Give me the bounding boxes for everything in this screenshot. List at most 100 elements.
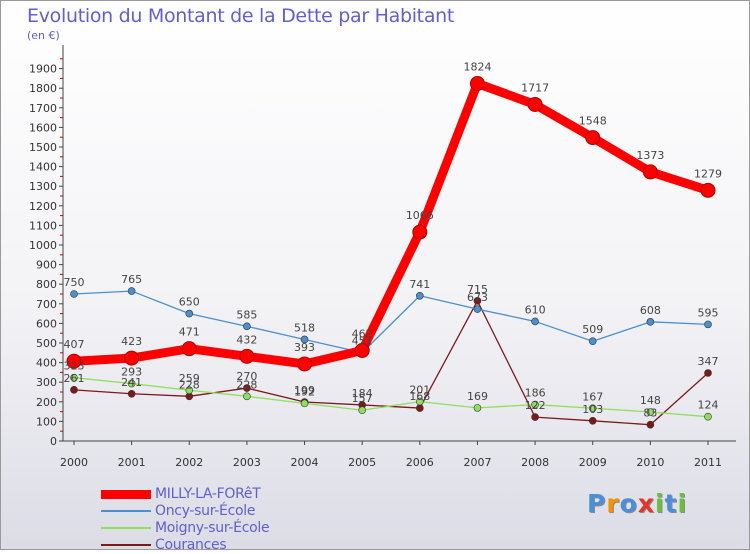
legend-label: MILLY-LA-FORêT	[155, 486, 261, 502]
y-tick-label: 700	[36, 298, 57, 311]
data-label: 509	[582, 323, 603, 336]
data-label: 83	[643, 407, 657, 420]
data-label: 228	[179, 378, 200, 391]
logo-letter: t	[664, 489, 678, 518]
legend-item: MILLY-LA-FORêT	[101, 486, 341, 503]
series-line-0	[69, 78, 713, 369]
y-tick-label: 300	[36, 376, 57, 389]
data-label: 293	[121, 366, 142, 379]
data-label: 259	[179, 372, 200, 385]
data-point	[473, 305, 482, 313]
data-point	[66, 353, 82, 369]
data-point	[243, 392, 251, 401]
y-tick-label: 1900	[29, 63, 57, 76]
y-tick-label: 500	[36, 337, 57, 350]
data-label: 423	[121, 335, 142, 348]
data-label: 1548	[579, 115, 607, 128]
data-label: 610	[525, 303, 546, 316]
logo-letter: P	[587, 489, 607, 518]
x-tick-label: 2004	[291, 456, 319, 469]
y-tick-label: 0	[50, 435, 57, 448]
y-tick-label: 400	[36, 357, 57, 370]
data-label: 608	[640, 304, 661, 317]
data-label: 750	[64, 276, 85, 289]
data-label: 124	[698, 399, 719, 412]
data-label: 741	[409, 278, 430, 291]
data-label: 1279	[694, 167, 722, 180]
x-tick-label: 2006	[406, 456, 434, 469]
logo-letter: i	[655, 489, 665, 518]
data-label: 471	[179, 326, 200, 339]
data-label: 462	[352, 327, 373, 340]
data-point	[704, 412, 712, 421]
legend-swatch	[101, 527, 151, 529]
data-point	[469, 75, 485, 91]
y-tick-label: 1100	[29, 219, 57, 232]
y-tick-label: 200	[36, 396, 57, 409]
data-point	[704, 320, 712, 329]
data-label: 451	[352, 335, 373, 348]
y-tick-label: 600	[36, 317, 57, 330]
data-point	[416, 397, 424, 406]
legend-label: Oncy-sur-École	[155, 503, 256, 519]
data-point	[473, 297, 482, 305]
data-label: 192	[294, 385, 315, 398]
data-label: 1373	[636, 149, 664, 162]
data-point	[588, 404, 597, 413]
x-tick-label: 2005	[348, 456, 376, 469]
data-point	[412, 224, 428, 240]
data-label: 1824	[463, 60, 491, 73]
data-label: 518	[294, 321, 315, 334]
data-point	[588, 337, 597, 346]
data-point	[185, 309, 194, 318]
data-label: 1717	[521, 81, 549, 94]
data-point	[127, 379, 136, 388]
data-label: 1066	[406, 209, 434, 222]
y-tick-label: 1200	[29, 200, 57, 213]
y-tick-label: 1500	[29, 141, 57, 154]
data-label: 186	[525, 387, 546, 400]
data-label: 168	[409, 390, 430, 403]
x-tick-label: 2000	[60, 456, 88, 469]
logo-letter: i	[677, 489, 688, 518]
data-label: 323	[64, 360, 85, 373]
data-point	[704, 369, 712, 377]
data-label: 270	[236, 370, 257, 383]
data-label: 650	[179, 296, 200, 309]
data-point	[243, 322, 251, 331]
legend-item: Courances	[101, 537, 341, 554]
data-point	[531, 413, 539, 421]
y-tick-label: 1400	[29, 161, 57, 174]
data-label: 201	[409, 384, 430, 397]
legend-swatch	[101, 510, 151, 512]
data-label: 715	[467, 283, 488, 296]
legend-label: Courances	[155, 537, 227, 553]
data-point	[700, 182, 716, 198]
chart-unit: (en €)	[27, 29, 60, 42]
legend-item: Moigny-sur-École	[101, 520, 341, 537]
data-label: 765	[121, 273, 142, 286]
x-tick-label: 2001	[118, 456, 146, 469]
data-point	[646, 318, 655, 326]
data-label: 673	[467, 291, 488, 304]
x-tick-label: 2009	[579, 456, 607, 469]
x-tick-label: 2003	[233, 456, 261, 469]
data-point	[646, 420, 655, 429]
data-point	[181, 341, 197, 357]
legend-swatch	[101, 489, 151, 499]
data-point	[354, 342, 370, 358]
data-label: 157	[352, 392, 373, 405]
data-label: 347	[698, 355, 719, 368]
x-tick-label: 2008	[521, 456, 549, 469]
y-tick-label: 1700	[29, 102, 57, 115]
data-point	[416, 404, 424, 412]
data-point	[300, 335, 309, 344]
legend-swatch	[101, 544, 151, 546]
data-label: 393	[294, 341, 315, 354]
data-point	[185, 386, 194, 395]
data-point	[642, 164, 658, 180]
data-point	[531, 400, 539, 409]
chart-title: Evolution du Montant de la Dette par Hab…	[27, 5, 455, 27]
